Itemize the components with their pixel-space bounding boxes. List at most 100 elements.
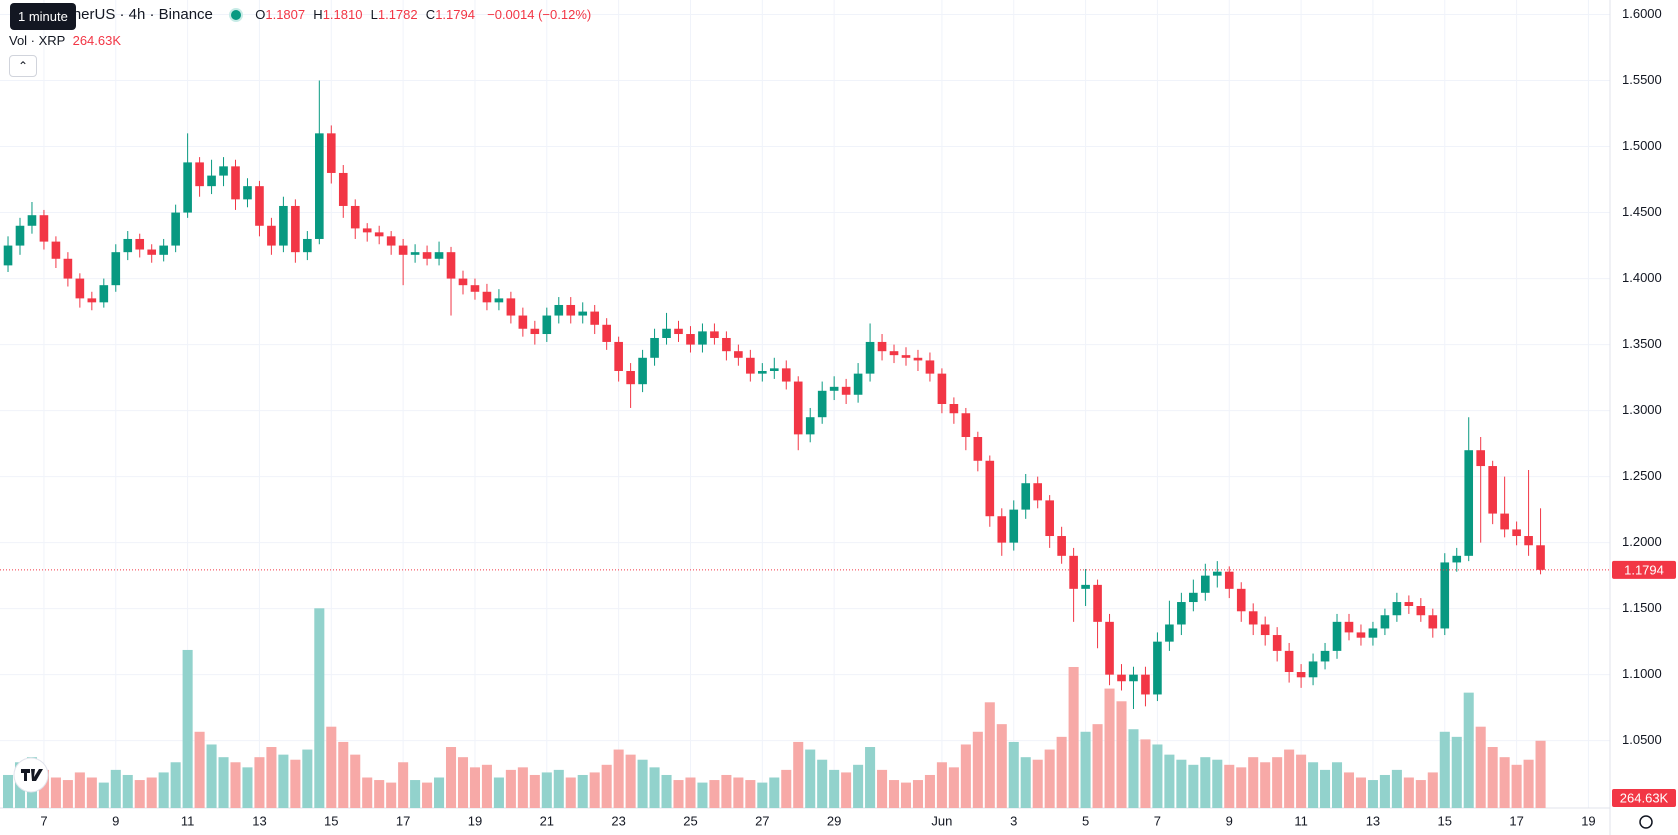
- candle-body: [1141, 674, 1150, 695]
- volume-bar: [1308, 762, 1319, 808]
- candle-body: [578, 311, 588, 316]
- volume-bar: [733, 777, 744, 808]
- candle-body: [458, 278, 468, 286]
- y-tick-label: 1.2000: [1622, 534, 1662, 549]
- candle-body: [746, 357, 755, 374]
- volume-bar: [817, 759, 828, 808]
- volume-bar: [948, 767, 959, 808]
- candle-body: [350, 205, 360, 229]
- volume-bar: [1248, 757, 1259, 808]
- candle-body: [1057, 536, 1066, 556]
- candle-body: [362, 228, 372, 233]
- candle-body: [1416, 606, 1426, 616]
- volume-bar: [745, 780, 756, 808]
- volume-bar: [936, 762, 947, 808]
- volume-bar: [350, 754, 361, 808]
- volume-bar: [374, 780, 385, 808]
- volume-bar: [888, 780, 900, 808]
- candle-body: [1524, 536, 1533, 546]
- open-value: 1.1807: [265, 7, 306, 22]
- volume-bar: [960, 744, 971, 808]
- candle-body: [1476, 450, 1486, 467]
- volume-bar: [877, 769, 888, 808]
- candle-body: [1488, 466, 1497, 514]
- volume-bar: [1200, 757, 1211, 808]
- volume-bar: [50, 777, 61, 808]
- volume-bar: [912, 780, 923, 808]
- volume-bar: [601, 764, 612, 808]
- low-letter: L: [370, 7, 378, 22]
- candle-body: [781, 368, 791, 382]
- candle-body: [638, 357, 647, 385]
- volume-legend: Vol · XRP 264.63K: [9, 33, 121, 48]
- volume-bar: [1212, 759, 1223, 808]
- volume-bar: [134, 780, 145, 808]
- candle-body: [937, 373, 947, 404]
- x-tick-label: 19: [468, 813, 482, 828]
- candle-body: [434, 252, 444, 259]
- candle-body: [1368, 628, 1378, 638]
- candle-body: [1428, 615, 1438, 629]
- candle-body: [1320, 650, 1330, 662]
- candle-body: [985, 460, 995, 517]
- candle-body: [973, 437, 983, 461]
- candle-body: [243, 186, 252, 200]
- candle-body: [75, 278, 85, 299]
- x-tick-label: 9: [1226, 813, 1233, 828]
- volume-bar: [1140, 739, 1151, 808]
- candle-body: [925, 360, 935, 374]
- candle-body: [769, 368, 779, 371]
- volume-bar: [1487, 747, 1498, 808]
- volume-bar: [398, 762, 409, 808]
- y-tick-label: 1.4000: [1622, 270, 1662, 285]
- volume-bar: [673, 780, 684, 808]
- collapse-button[interactable]: ⌃: [9, 55, 37, 77]
- candle-body: [291, 205, 300, 253]
- volume-bar: [1164, 754, 1175, 808]
- volume-bar: [362, 777, 373, 808]
- open-letter: O: [255, 7, 266, 22]
- candle-body: [15, 225, 25, 246]
- candle-body: [662, 328, 671, 338]
- volume-bar: [1451, 736, 1462, 808]
- candle-body: [147, 249, 157, 255]
- volume-bar: [553, 769, 564, 808]
- candle-body: [183, 162, 192, 213]
- volume-bar: [1176, 759, 1187, 808]
- candle-body: [805, 417, 815, 435]
- candle-body: [231, 166, 240, 200]
- volume-bar: [170, 762, 181, 808]
- candle-body: [889, 351, 899, 356]
- candle-body: [159, 245, 168, 255]
- x-tick-label: 25: [683, 813, 697, 828]
- candle-body: [1045, 500, 1054, 537]
- volume-bar: [637, 759, 648, 808]
- candle-body: [901, 355, 911, 358]
- volume-bar: [1523, 759, 1534, 808]
- candle-body: [518, 315, 528, 329]
- volume-bar: [565, 777, 576, 808]
- high-letter: H: [313, 7, 323, 22]
- candle-body: [1248, 611, 1258, 625]
- volume-bar: [38, 769, 49, 808]
- candle-body: [1392, 602, 1402, 616]
- x-tick-label: 3: [1010, 813, 1017, 828]
- candle-body: [542, 315, 552, 335]
- change-value: −0.0014 (−0.12%): [487, 7, 592, 22]
- status-dot: [229, 8, 244, 23]
- volume-bar: [266, 747, 277, 808]
- volume-bar: [1463, 692, 1474, 808]
- volume-bar: [1032, 759, 1043, 808]
- candle-body: [1093, 584, 1102, 622]
- volume-bar: [1439, 731, 1450, 808]
- volume-bar: [853, 764, 864, 808]
- high-value: 1.1810: [322, 7, 363, 22]
- candle-body: [1165, 624, 1174, 642]
- candle-body: [398, 245, 408, 255]
- volume-bar: [625, 754, 636, 808]
- candle-body: [530, 328, 540, 335]
- volume-bar: [721, 774, 732, 808]
- candle-body: [470, 285, 480, 292]
- candle-body: [1272, 635, 1282, 651]
- candle-body: [410, 252, 420, 255]
